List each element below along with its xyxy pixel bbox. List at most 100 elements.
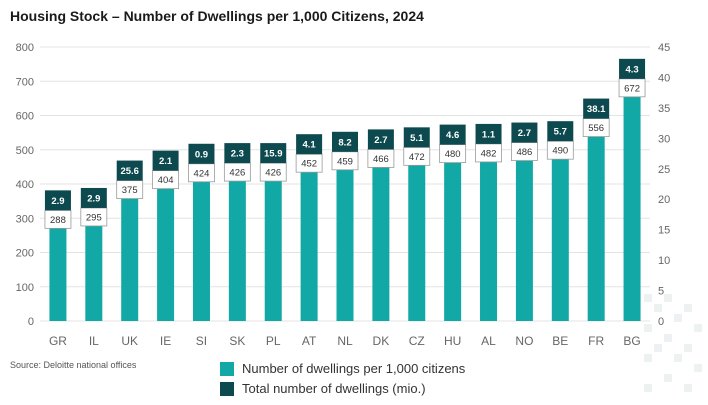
bar-al <box>480 155 498 321</box>
total-box <box>116 160 143 181</box>
total-box <box>367 129 394 150</box>
value-label-per-1000: 404 <box>158 175 174 186</box>
source-note: Source: Deloitte national offices <box>10 360 137 370</box>
y-right-tick-label: 15 <box>658 225 670 237</box>
value-label-total: 0.9 <box>195 149 208 160</box>
chart-title: Housing Stock – Number of Dwellings per … <box>10 8 424 24</box>
value-label-total: 15.9 <box>264 149 283 160</box>
x-tick-label: GR <box>49 334 67 348</box>
total-box <box>332 131 358 152</box>
y-right-tick-label: 45 <box>658 42 670 54</box>
y-right-tick-label: 0 <box>658 316 664 328</box>
total-box <box>188 143 215 164</box>
total-box <box>260 143 287 164</box>
total-box <box>511 122 538 143</box>
x-tick-label: BE <box>552 334 568 348</box>
x-tick-label: SK <box>229 334 245 348</box>
value-label-per-1000: 452 <box>301 159 317 170</box>
x-tick-label: AL <box>481 334 496 348</box>
value-label-per-1000: 472 <box>409 152 425 163</box>
legend-item-dwellings-per-1000: Number of dwellings per 1,000 citizens <box>220 361 465 376</box>
y-left-tick-label: 500 <box>16 145 34 157</box>
value-label-per-1000: 424 <box>194 168 210 179</box>
bar-cz <box>408 159 426 321</box>
value-label-total: 1.1 <box>482 129 496 140</box>
value-label-total: 4.6 <box>446 130 459 141</box>
x-tick-label: IE <box>160 334 171 348</box>
value-label-total: 2.9 <box>51 196 64 207</box>
bar-fr <box>587 130 605 321</box>
y-left-tick-label: 100 <box>16 282 34 294</box>
y-right-tick-label: 5 <box>658 286 664 298</box>
total-box <box>296 134 323 155</box>
y-right-tick-label: 40 <box>658 72 670 84</box>
value-label-total: 38.1 <box>587 104 606 115</box>
y-right-tick-label: 20 <box>658 194 670 206</box>
x-tick-label: NO <box>515 334 533 348</box>
x-tick-label: UK <box>121 334 138 348</box>
x-tick-label: SI <box>196 334 207 348</box>
x-tick-label: NL <box>337 334 353 348</box>
value-label-per-1000: 486 <box>516 147 532 158</box>
y-left-tick-label: 700 <box>16 76 34 88</box>
x-tick-label: FR <box>588 334 604 348</box>
y-left-tick-label: 600 <box>16 111 34 123</box>
y-left-tick-label: 0 <box>28 316 34 328</box>
value-label-total: 2.9 <box>87 193 100 204</box>
x-tick-label: HU <box>444 334 461 348</box>
decorative-pattern <box>644 294 702 392</box>
value-label-total: 4.3 <box>625 64 638 75</box>
total-box <box>80 187 107 208</box>
value-label-total: 2.7 <box>374 135 387 146</box>
bar-be <box>551 153 569 321</box>
y-left-tick-label: 300 <box>16 213 34 225</box>
total-box <box>475 123 502 144</box>
y-left-tick-label: 800 <box>16 42 34 54</box>
total-box <box>403 127 430 148</box>
value-label-per-1000: 426 <box>229 168 245 179</box>
total-box <box>152 150 179 171</box>
legend-swatch <box>220 381 234 396</box>
value-label-per-1000: 288 <box>50 215 66 226</box>
total-box <box>583 98 610 119</box>
x-tick-label: DK <box>373 334 390 348</box>
total-box <box>619 58 646 79</box>
value-label-total: 8.2 <box>338 137 351 148</box>
value-label-per-1000: 490 <box>552 146 568 157</box>
bar-bg <box>623 90 641 321</box>
x-tick-label: AT <box>302 334 317 348</box>
legend-label: Number of dwellings per 1,000 citizens <box>242 361 466 376</box>
value-label-total: 2.7 <box>518 128 531 139</box>
value-label-total: 5.1 <box>410 133 424 144</box>
total-box <box>224 143 251 164</box>
value-label-per-1000: 480 <box>445 149 461 160</box>
value-label-per-1000: 466 <box>373 154 389 165</box>
x-tick-label: IL <box>89 334 99 348</box>
total-box <box>439 124 466 145</box>
bar-hu <box>444 156 462 321</box>
value-label-total: 2.1 <box>159 156 173 167</box>
y-right-tick-label: 35 <box>658 103 670 115</box>
bar-sk <box>228 175 246 321</box>
bar-pl <box>264 175 282 321</box>
value-label-per-1000: 556 <box>588 123 604 134</box>
legend-item-total-dwellings: Total number of dwellings (mio.) <box>220 381 426 396</box>
y-right-tick-label: 10 <box>658 255 670 267</box>
bar-chart: 288 2.9 295 2.9 375 25.6 404 2.1 424 0.9 426 2.3 426… <box>16 42 671 348</box>
value-label-per-1000: 459 <box>337 156 353 167</box>
value-label-per-1000: 295 <box>86 212 102 223</box>
legend-swatch <box>220 361 234 376</box>
bar-ie <box>157 182 175 321</box>
value-label-total: 2.3 <box>231 149 244 160</box>
value-label-per-1000: 375 <box>122 185 138 196</box>
value-label-per-1000: 426 <box>265 168 281 179</box>
x-tick-label: BG <box>623 334 640 348</box>
bar-uk <box>121 192 139 321</box>
total-box <box>44 190 71 211</box>
total-box <box>547 121 574 142</box>
bar-il <box>85 219 103 321</box>
y-right-tick-label: 25 <box>658 164 670 176</box>
bar-at <box>300 166 318 321</box>
x-tick-label: CZ <box>409 334 425 348</box>
value-label-per-1000: 482 <box>481 148 497 159</box>
